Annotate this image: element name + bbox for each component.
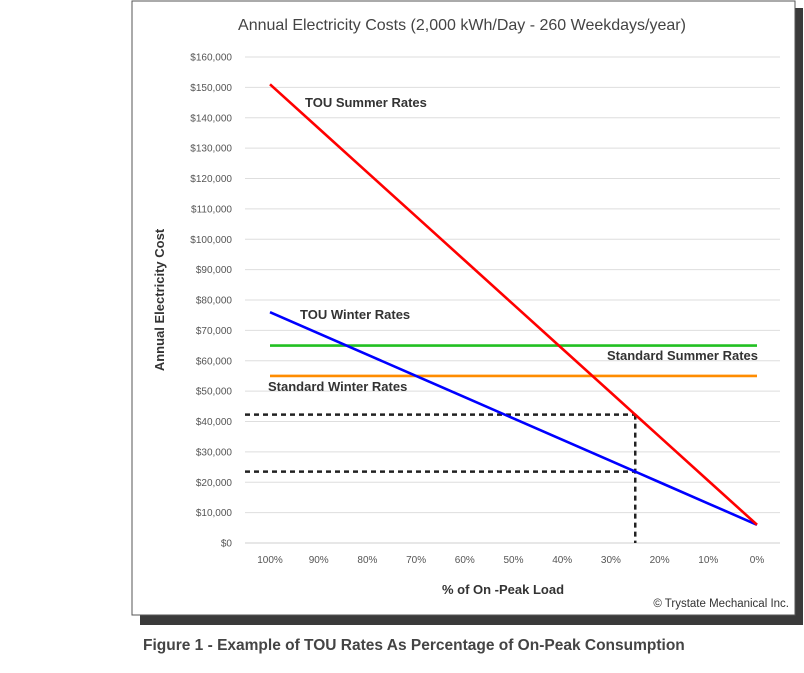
y-tick-label: $70,000: [196, 326, 233, 337]
y-tick-label: $80,000: [196, 296, 233, 307]
y-tick-label: $90,000: [196, 265, 233, 276]
x-tick-label: 0%: [750, 555, 765, 566]
x-tick-label: 40%: [552, 555, 572, 566]
x-tick-label: 20%: [650, 555, 670, 566]
x-tick-label: 60%: [455, 555, 475, 566]
label-tou-summer: TOU Summer Rates: [305, 95, 427, 110]
label-standard-summer: Standard Summer Rates: [607, 348, 758, 363]
y-tick-label: $60,000: [196, 356, 233, 367]
y-tick-label: $130,000: [190, 144, 232, 155]
y-tick-label: $40,000: [196, 417, 233, 428]
y-tick-label: $110,000: [191, 204, 232, 215]
x-tick-label: 50%: [503, 555, 523, 566]
series-line-tou-summer-rates: [269, 83, 758, 526]
copyright: © Trystate Mechanical Inc.: [653, 598, 789, 610]
y-tick-label: $10,000: [196, 508, 233, 519]
x-tick-label: 80%: [357, 555, 377, 566]
y-tick-label: $0: [221, 539, 233, 550]
y-tick-label: $100,000: [190, 235, 232, 246]
label-tou-winter: TOU Winter Rates: [300, 307, 410, 322]
x-tick-label: 30%: [601, 555, 621, 566]
x-axis-title: % of On -Peak Load: [442, 582, 564, 597]
y-tick-label: $120,000: [190, 174, 232, 185]
label-standard-winter: Standard Winter Rates: [268, 379, 407, 394]
x-tick-label: 90%: [309, 555, 329, 566]
series-line-tou-winter-rates: [269, 310, 758, 526]
y-tick-label: $30,000: [196, 447, 233, 458]
y-axis-title: Annual Electricity Cost: [152, 228, 167, 371]
y-tick-label: $50,000: [196, 387, 233, 398]
x-tick-label: 100%: [257, 555, 283, 566]
y-tick-label: $20,000: [196, 478, 233, 489]
y-tick-label: $140,000: [190, 113, 232, 124]
x-tick-label: 10%: [698, 555, 718, 566]
chart-title: Annual Electricity Costs (2,000 kWh/Day …: [238, 17, 686, 34]
y-tick-label: $150,000: [190, 83, 232, 94]
y-tick-label: $160,000: [190, 53, 232, 64]
x-tick-label: 70%: [406, 555, 426, 566]
figure-caption: Figure 1 - Example of TOU Rates As Perce…: [143, 637, 685, 654]
